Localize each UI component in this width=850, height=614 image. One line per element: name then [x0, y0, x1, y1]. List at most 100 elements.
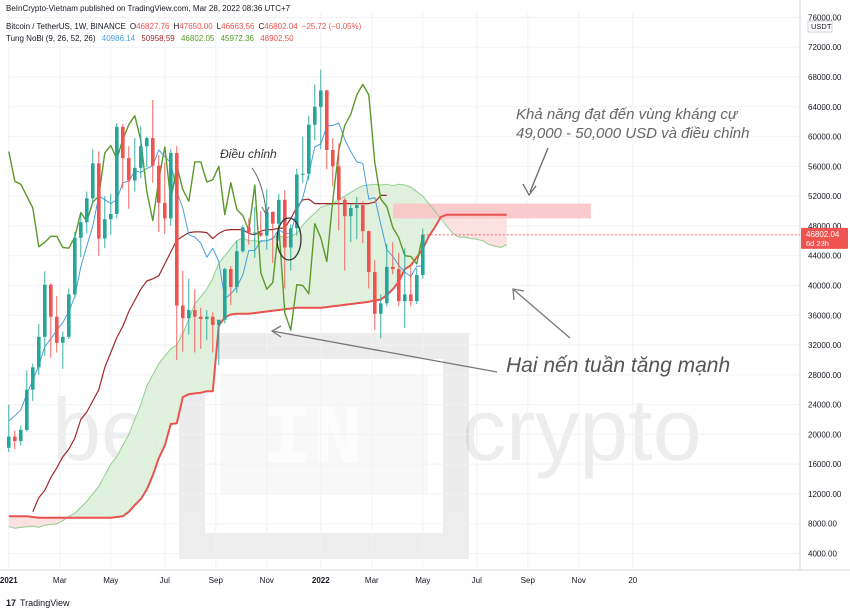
candle-body[interactable] — [61, 336, 65, 343]
annotation-two-candles: Hai nến tuần tăng mạnh — [506, 354, 730, 377]
indicator-name[interactable]: Tung NoBi (9, 26, 52, 26) — [6, 34, 96, 43]
candle-body[interactable] — [73, 237, 77, 295]
candle-body[interactable] — [79, 222, 83, 238]
candle-body[interactable] — [415, 275, 419, 302]
candle-body[interactable] — [313, 106, 317, 125]
candle-body[interactable] — [181, 305, 185, 319]
candle-body[interactable] — [187, 310, 191, 319]
candle-body[interactable] — [241, 227, 245, 252]
candle-body[interactable] — [67, 294, 71, 337]
candle-body[interactable] — [43, 284, 47, 337]
cloud-segment — [110, 456, 117, 518]
price-tick-label: 20000.00 — [808, 430, 842, 439]
candle-body[interactable] — [133, 167, 137, 181]
time-tick-label: Mar — [53, 576, 67, 585]
candle-body[interactable] — [193, 310, 197, 317]
candle-body[interactable] — [421, 234, 425, 276]
candle-body[interactable] — [397, 269, 401, 302]
candle-body[interactable] — [349, 208, 353, 217]
cloud-segment — [500, 214, 507, 248]
cloud-segment — [32, 517, 39, 528]
cloud-segment — [458, 214, 465, 238]
candle-body[interactable] — [301, 173, 305, 175]
candle-body[interactable] — [103, 219, 107, 239]
candle-body[interactable] — [367, 231, 371, 273]
candle-body[interactable] — [229, 269, 233, 287]
candle-body[interactable] — [373, 272, 377, 314]
candle-body[interactable] — [115, 126, 119, 214]
candle-body[interactable] — [7, 436, 11, 448]
candle-body[interactable] — [283, 199, 287, 248]
candle-body[interactable] — [157, 165, 161, 203]
candle-body[interactable] — [253, 232, 257, 234]
currency-box — [807, 20, 833, 33]
candle-body[interactable] — [205, 316, 209, 319]
candle-body[interactable] — [265, 211, 269, 236]
symbol-name[interactable]: Bitcoin / TetherUS, 1W, BINANCE — [6, 22, 126, 31]
candle-body[interactable] — [19, 429, 23, 442]
candle-body[interactable] — [277, 199, 281, 224]
candle-body[interactable] — [139, 146, 143, 168]
cloud-segment — [164, 348, 171, 446]
price-badge-timer: 6d 23h — [806, 239, 829, 248]
candle-body[interactable] — [343, 199, 347, 217]
watermark-in: IN — [262, 393, 363, 488]
time-tick-label: 2021 — [0, 576, 18, 585]
cloud-segment — [56, 517, 63, 524]
candle-body[interactable] — [289, 228, 293, 248]
candle-body[interactable] — [235, 251, 239, 287]
candle-body[interactable] — [391, 266, 395, 270]
high-label: H — [173, 22, 180, 31]
indicator-legend[interactable]: Tung NoBi (9, 26, 52, 26) 40986.14 50958… — [6, 34, 298, 43]
price-tick-label: 52000.00 — [808, 192, 842, 201]
candle-body[interactable] — [319, 90, 323, 107]
symbol-legend[interactable]: Bitcoin / TetherUS, 1W, BINANCE O46827.76… — [6, 22, 365, 31]
candle-body[interactable] — [331, 149, 335, 167]
open-label: O — [129, 22, 137, 31]
candle-body[interactable] — [31, 367, 35, 390]
candle-body[interactable] — [109, 213, 113, 220]
cloud-segment — [494, 214, 501, 248]
cloud-segment — [446, 214, 453, 234]
candle-body[interactable] — [307, 124, 311, 174]
change-value: −25.72 (−0.05%) — [301, 22, 362, 31]
candle-body[interactable] — [121, 126, 125, 159]
candle-body[interactable] — [385, 266, 389, 304]
candle-body[interactable] — [97, 163, 101, 239]
candle-body[interactable] — [271, 211, 275, 224]
candle-body[interactable] — [169, 152, 173, 219]
indicator-value-span-b: 48902.50 — [260, 34, 294, 43]
candle-body[interactable] — [37, 336, 41, 368]
candle-body[interactable] — [91, 163, 95, 199]
candle-body[interactable] — [151, 138, 155, 166]
candle-body[interactable] — [403, 294, 407, 302]
candle-body[interactable] — [127, 158, 131, 181]
cloud-segment — [26, 516, 33, 527]
candle-body[interactable] — [355, 205, 359, 209]
candle-body[interactable] — [211, 316, 215, 325]
cloud-segment — [182, 318, 189, 398]
candle-body[interactable] — [49, 284, 53, 317]
footer: 17 TradingView — [6, 598, 70, 608]
candle-body[interactable] — [85, 198, 89, 223]
candle-body[interactable] — [337, 166, 341, 200]
candle-body[interactable] — [247, 227, 251, 233]
candle-body[interactable] — [379, 303, 383, 314]
candle-body[interactable] — [325, 90, 329, 150]
candle-body[interactable] — [409, 294, 413, 302]
candle-body[interactable] — [145, 138, 149, 147]
candles[interactable] — [7, 69, 425, 453]
candle-body[interactable] — [13, 436, 17, 442]
candle-body[interactable] — [25, 389, 29, 430]
candle-body[interactable] — [175, 152, 179, 306]
candle-body[interactable] — [295, 174, 299, 229]
candle-body[interactable] — [217, 319, 221, 325]
candle-body[interactable] — [361, 205, 365, 232]
price-tick-label: 72000.00 — [808, 43, 842, 52]
candle-body[interactable] — [259, 232, 263, 236]
candle-body[interactable] — [199, 316, 203, 319]
candle-body[interactable] — [55, 316, 59, 343]
candle-body[interactable] — [223, 269, 227, 320]
candle-body[interactable] — [163, 202, 167, 219]
